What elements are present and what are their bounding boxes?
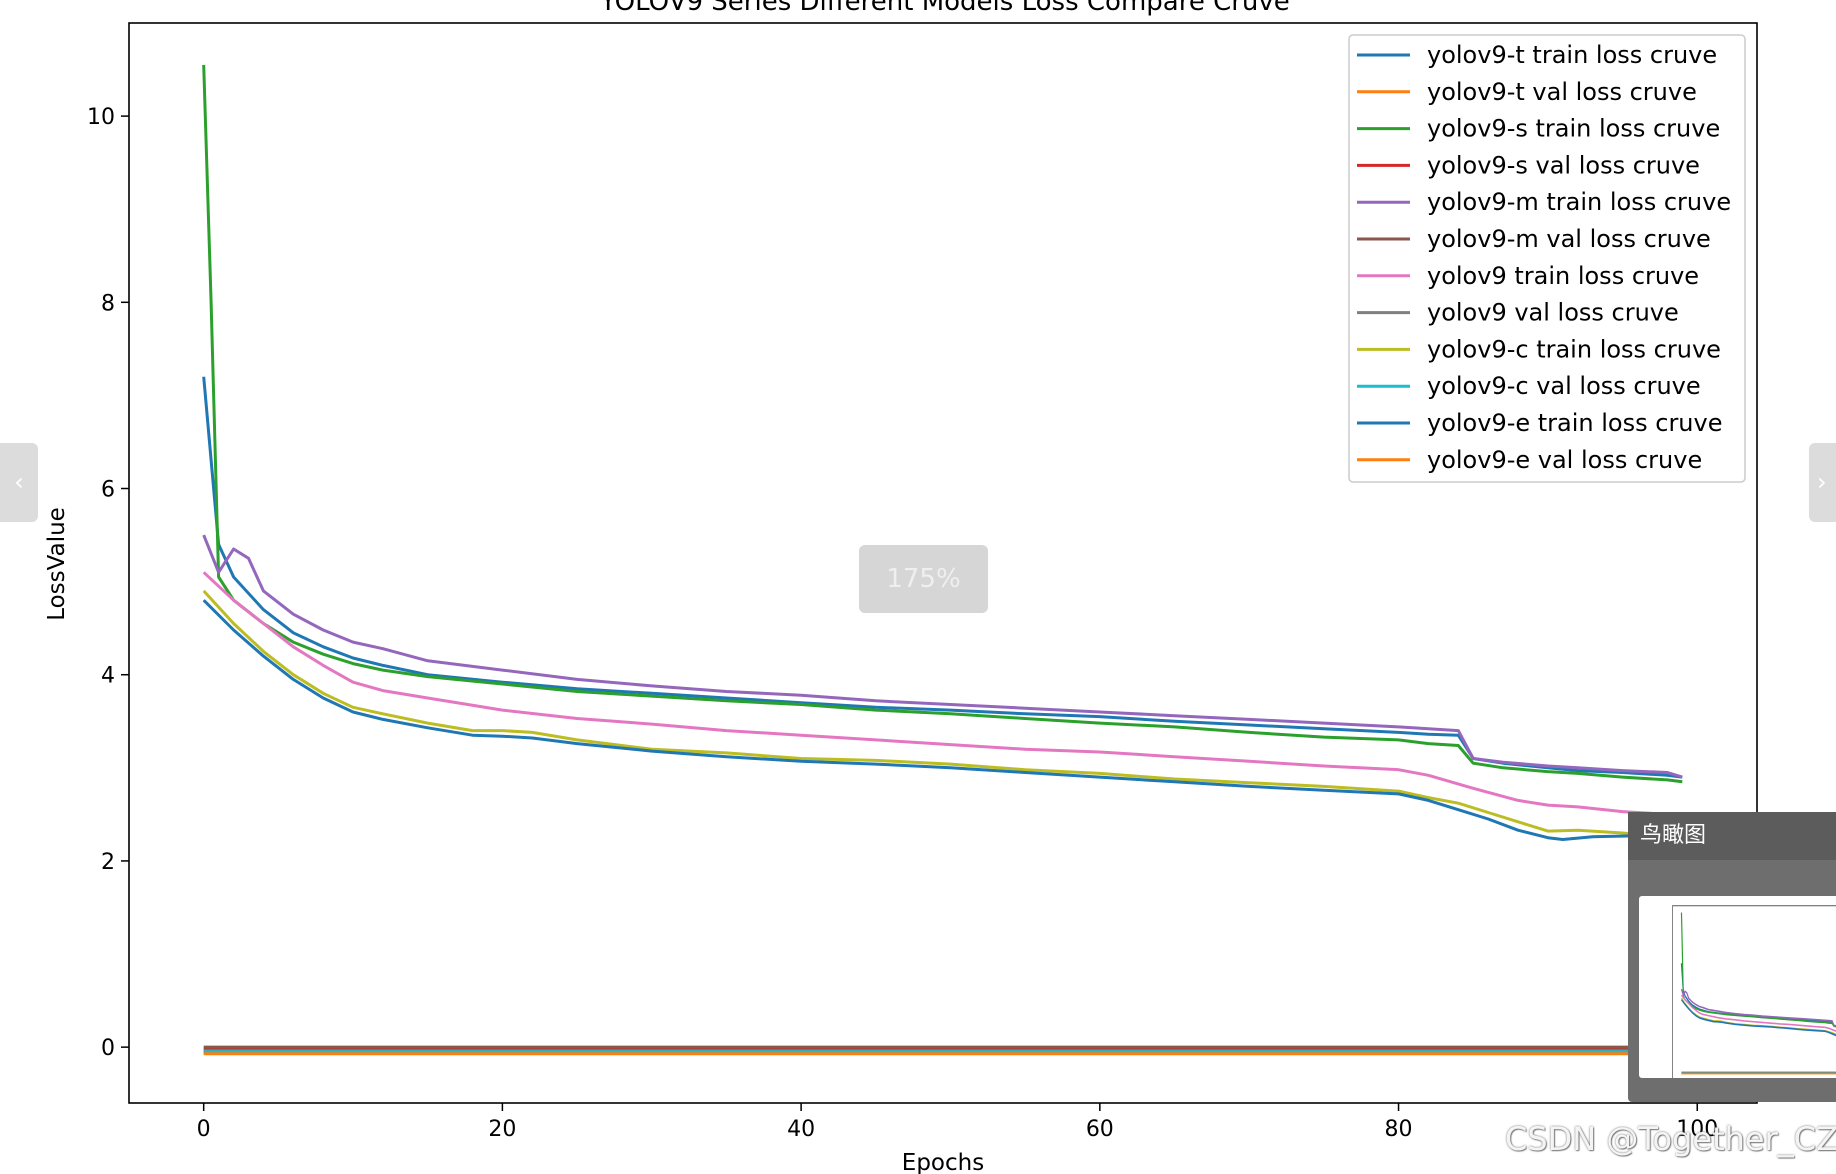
x-tick-label: 0 <box>197 1117 211 1142</box>
chevron-right-icon: › <box>1817 468 1827 496</box>
x-tick-label: 60 <box>1086 1117 1114 1142</box>
legend-label-0: yolov9-t train loss cruve <box>1427 41 1717 69</box>
legend-box <box>1348 34 1746 483</box>
minimap-line-4 <box>1680 988 1836 1027</box>
birdseye-minimap <box>1672 905 1836 1078</box>
y-tick-label: 2 <box>101 850 115 875</box>
chevron-left-icon: ‹ <box>14 468 24 496</box>
y-tick-label: 10 <box>87 105 115 130</box>
plot-lines <box>202 64 1683 1056</box>
legend-label-6: yolov9 train loss cruve <box>1427 262 1699 290</box>
prev-image-button[interactable]: ‹ <box>0 443 38 522</box>
x-tick-label: 100 <box>1676 1117 1718 1142</box>
y-tick-label: 8 <box>101 291 115 316</box>
legend-label-11: yolov9-e val loss cruve <box>1427 446 1702 474</box>
y-axis-label: LossValue <box>44 507 70 621</box>
legend-label-4: yolov9-m train loss cruve <box>1427 188 1731 216</box>
legend-label-8: yolov9-c train loss cruve <box>1427 335 1721 363</box>
legend-label-1: yolov9-t val loss cruve <box>1427 78 1697 106</box>
y-tick-label: 6 <box>101 478 115 503</box>
minimap-line-8 <box>1681 997 1836 1036</box>
series-line-10 <box>202 599 1683 841</box>
axes-ticks: 0 20 40 60 80 100 0 2 4 6 8 10 <box>87 105 1718 1142</box>
x-tick-label: 40 <box>787 1117 815 1142</box>
legend-label-3: yolov9-s val loss cruve <box>1427 151 1700 179</box>
minimap-line-10 <box>1681 999 1836 1037</box>
series-line-2 <box>202 64 1683 784</box>
zoom-level-badge: 175% <box>859 545 988 613</box>
chart-title: YOLOV9 Series Different Models Loss Comp… <box>599 0 1290 17</box>
x-tick-label: 80 <box>1385 1117 1413 1142</box>
x-tick-label: 20 <box>488 1117 516 1142</box>
next-image-button[interactable]: › <box>1809 443 1836 522</box>
birdseye-panel[interactable]: 鸟瞰图 <box>1628 812 1836 1102</box>
watermark: CSDN @Together_CZ <box>1505 1120 1836 1158</box>
legend-label-5: yolov9-m val loss cruve <box>1427 225 1711 253</box>
plot-frame <box>128 22 1758 1104</box>
series-line-6 <box>202 571 1683 816</box>
legend-label-10: yolov9-e train loss cruve <box>1427 409 1723 437</box>
y-tick-label: 4 <box>101 664 115 689</box>
birdseye-title: 鸟瞰图 <box>1628 812 1836 860</box>
minimap-content <box>1672 905 1836 1078</box>
legend-label-2: yolov9-s train loss cruve <box>1427 115 1720 143</box>
y-tick-label: 0 <box>101 1036 115 1061</box>
minimap-line-6 <box>1681 994 1836 1032</box>
minimap-frame <box>1672 905 1836 1078</box>
birdseye-thumbnail[interactable] <box>1639 896 1836 1078</box>
series-line-8 <box>202 589 1668 840</box>
legend-label-7: yolov9 val loss cruve <box>1427 299 1679 327</box>
minimap-line-2 <box>1680 912 1836 1028</box>
legend: yolov9-t train loss cruve yolov9-t val lo… <box>1348 34 1746 483</box>
x-axis-label: Epochs <box>902 1150 984 1174</box>
series-line-4 <box>202 534 1683 779</box>
legend-label-9: yolov9-c val loss cruve <box>1427 372 1701 400</box>
